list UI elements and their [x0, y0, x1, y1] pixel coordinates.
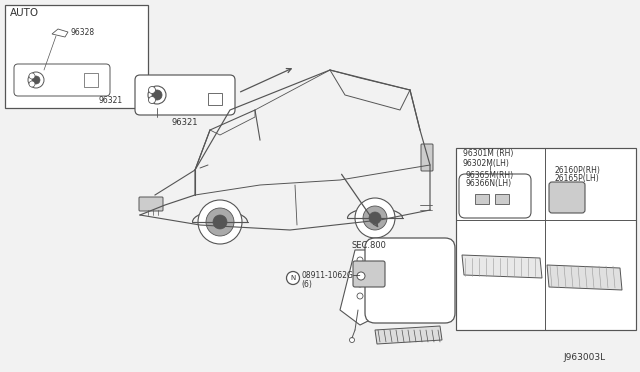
Circle shape — [369, 212, 381, 224]
Circle shape — [213, 215, 227, 229]
FancyBboxPatch shape — [549, 182, 585, 213]
FancyBboxPatch shape — [139, 197, 163, 211]
Circle shape — [29, 73, 35, 79]
Circle shape — [152, 90, 162, 100]
Circle shape — [148, 86, 166, 104]
Bar — [208, 93, 222, 105]
Circle shape — [357, 272, 365, 280]
Circle shape — [32, 76, 40, 84]
Text: J963003L: J963003L — [563, 353, 605, 362]
FancyBboxPatch shape — [14, 64, 110, 96]
Text: 26160P(RH): 26160P(RH) — [555, 166, 601, 174]
Text: AUTO: AUTO — [10, 8, 39, 18]
Text: 96328: 96328 — [70, 28, 94, 36]
FancyBboxPatch shape — [353, 261, 385, 287]
FancyBboxPatch shape — [135, 75, 235, 115]
Bar — [495, 194, 509, 204]
FancyBboxPatch shape — [365, 238, 455, 323]
Text: 26165P(LH): 26165P(LH) — [555, 173, 600, 183]
Circle shape — [355, 198, 395, 238]
Text: 08911-1062G—: 08911-1062G— — [302, 272, 362, 280]
Circle shape — [29, 81, 35, 87]
Polygon shape — [340, 250, 395, 325]
Bar — [456, 148, 636, 330]
Text: 96302M(LH): 96302M(LH) — [463, 158, 510, 167]
Text: 96301M (RH): 96301M (RH) — [463, 148, 513, 157]
Text: 96365M(RH): 96365M(RH) — [466, 170, 514, 180]
FancyBboxPatch shape — [421, 144, 433, 171]
Circle shape — [148, 96, 156, 103]
Text: 96366N(LH): 96366N(LH) — [466, 179, 512, 187]
Circle shape — [363, 206, 387, 230]
Text: 96321: 96321 — [98, 96, 122, 105]
Circle shape — [287, 272, 300, 285]
Circle shape — [357, 281, 363, 287]
Text: N: N — [291, 275, 296, 281]
Circle shape — [349, 337, 355, 343]
Circle shape — [357, 257, 363, 263]
Polygon shape — [547, 265, 622, 290]
Bar — [475, 194, 489, 204]
Bar — [5, 5, 148, 108]
Circle shape — [28, 72, 44, 88]
Text: 96321: 96321 — [172, 118, 198, 126]
Polygon shape — [375, 326, 442, 344]
Text: SEC.800: SEC.800 — [352, 241, 387, 250]
Circle shape — [198, 200, 242, 244]
FancyBboxPatch shape — [459, 174, 531, 218]
Polygon shape — [462, 255, 542, 278]
Circle shape — [206, 208, 234, 236]
Circle shape — [148, 87, 156, 93]
Circle shape — [357, 293, 363, 299]
Bar — [84, 73, 98, 87]
Circle shape — [357, 269, 363, 275]
Text: (6): (6) — [301, 280, 312, 289]
